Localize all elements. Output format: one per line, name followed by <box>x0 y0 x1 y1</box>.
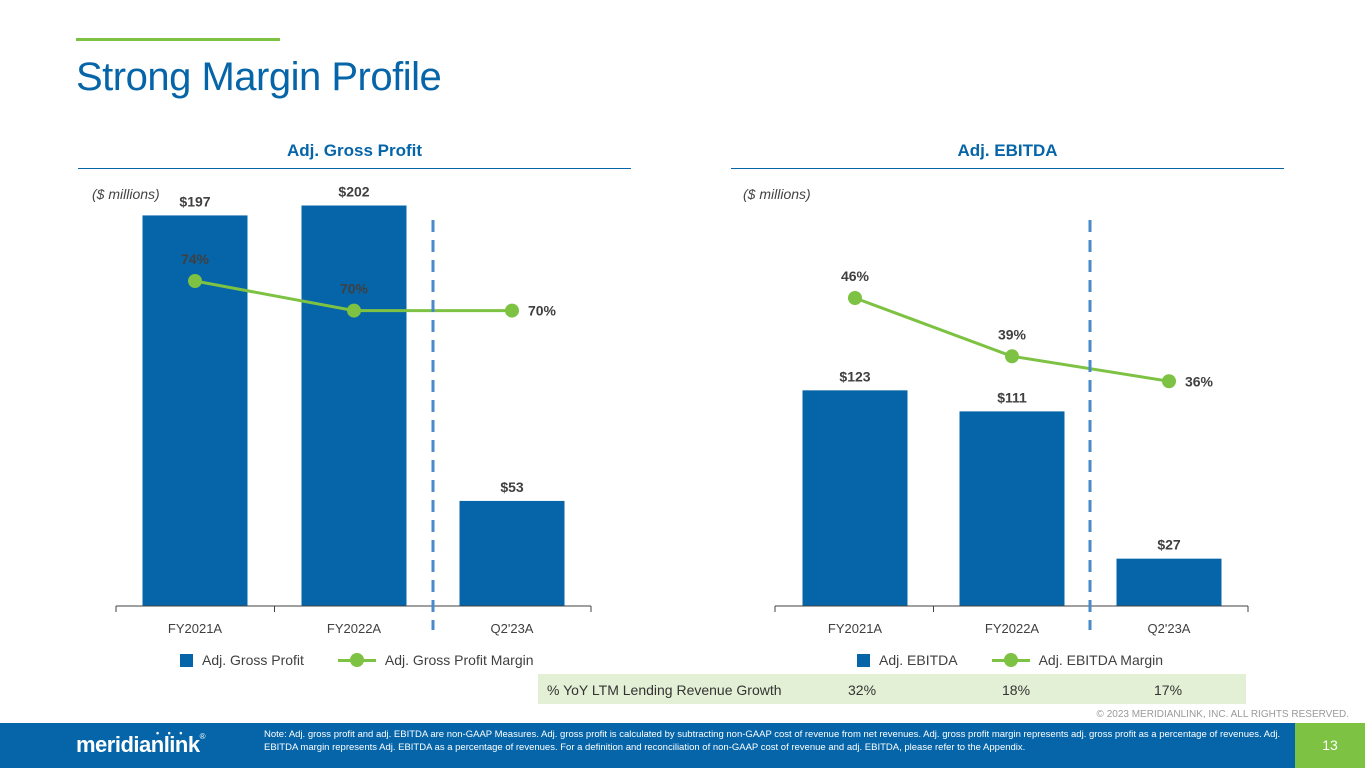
growth-value-fy2021: 32% <box>848 682 877 698</box>
footnote: Note: Adj. gross profit and adj. EBITDA … <box>264 729 1281 753</box>
ebitda-bar-label: $123 <box>839 368 870 384</box>
gross-profit-margin-point <box>505 303 519 318</box>
ebitda-legend: Adj. EBITDA Adj. EBITDA Margin <box>857 652 1163 668</box>
legend-ebitda-label: Adj. EBITDA <box>879 652 958 668</box>
page-number: 13 <box>1295 723 1365 768</box>
copyright-notice: © 2023 MERIDIANLINK, INC. ALL RIGHTS RES… <box>1096 709 1349 720</box>
ebitda-margin-label: 39% <box>998 326 1027 342</box>
gross-profit-bar-label: $197 <box>179 193 210 209</box>
logo-registered-mark: ® <box>199 732 206 741</box>
ebitda-category-label: FY2022A <box>985 621 1040 636</box>
footer-bar: • • • meridianlink® Note: Adj. gross prof… <box>0 723 1365 768</box>
lending-revenue-growth-row: % YoY LTM Lending Revenue Growth 32% 18%… <box>538 674 1246 704</box>
legend-gross-profit-label: Adj. Gross Profit <box>202 652 304 668</box>
ebitda-category-label: Q2'23A <box>1148 621 1191 636</box>
legend-ebitda-margin-label: Adj. EBITDA Margin <box>1038 652 1164 668</box>
gross-profit-margin-point <box>347 303 361 318</box>
ebitda-margin-point <box>1162 374 1176 389</box>
logo-text: meridianlink <box>76 732 200 757</box>
gross-profit-category-label: FY2021A <box>168 621 223 636</box>
gross-profit-bar <box>301 205 407 606</box>
gross-profit-bar-label: $202 <box>338 184 369 200</box>
gross-profit-panel-title: Adj. Gross Profit <box>286 141 423 160</box>
legend-line-swatch <box>991 653 1030 667</box>
gross-profit-margin-label: 70% <box>340 281 369 297</box>
growth-row-label: % YoY LTM Lending Revenue Growth <box>547 682 782 698</box>
ebitda-bar-label: $111 <box>997 389 1027 405</box>
charts-canvas: $197 $202 $53 FY2021A FY2022A Q2'23A 74% 70% 70%… <box>115 184 1249 636</box>
growth-value-q2-23: 17% <box>1154 682 1183 698</box>
growth-value-fy2022: 18% <box>1002 682 1031 698</box>
ebitda-margin-label: 46% <box>841 268 870 284</box>
ebitda-margin-label: 36% <box>1185 373 1214 389</box>
legend-bar-swatch <box>180 653 193 667</box>
gross-profit-bar-label: $53 <box>500 479 524 495</box>
gross-profit-legend: Adj. Gross Profit Adj. Gross Profit Marg… <box>180 652 534 668</box>
ebitda-bar <box>1116 558 1222 606</box>
ebitda-bar-label: $27 <box>1157 537 1181 553</box>
ebitda-bar <box>959 411 1065 606</box>
ebitda-category-label: FY2021A <box>828 621 883 636</box>
gross-profit-category-label: FY2022A <box>327 621 382 636</box>
meridianlink-logo: • • • meridianlink® <box>76 728 206 758</box>
ebitda-margin-point <box>848 291 862 305</box>
ebitda-panel-title: Adj. EBITDA <box>957 141 1058 160</box>
legend-gross-profit-margin-label: Adj. Gross Profit Margin <box>384 652 534 668</box>
gross-profit-category-label: Q2'23A <box>491 621 534 636</box>
ebitda-units-label: ($ millions) <box>743 186 811 202</box>
ebitda-margin-point <box>1005 349 1019 364</box>
gross-profit-margin-label: 70% <box>528 303 557 319</box>
logo-dots: • • • <box>156 728 186 738</box>
gross-profit-bar <box>459 500 565 606</box>
legend-bar-swatch <box>857 653 870 667</box>
gross-profit-units-label: ($ millions) <box>92 186 160 202</box>
gross-profit-margin-label: 74% <box>181 251 210 267</box>
gross-profit-margin-point <box>188 274 202 288</box>
title-accent-line <box>76 38 280 41</box>
ebitda-bar <box>802 390 908 606</box>
gross-profit-panel-rule <box>78 168 631 169</box>
ebitda-panel-rule <box>731 168 1284 169</box>
legend-line-swatch <box>337 653 376 667</box>
page-title: Strong Margin Profile <box>76 55 442 99</box>
